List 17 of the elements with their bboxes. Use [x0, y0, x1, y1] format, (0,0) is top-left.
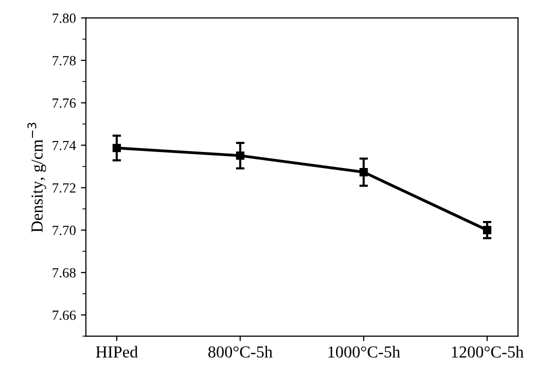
y-tick-label: 7.80: [52, 14, 76, 23]
x-tick-label: 1200°C-5h: [452, 346, 524, 358]
y-axis-title: Density, g/cm$^{−3}$: [27, 122, 46, 232]
y-tick-label: 7.66: [52, 310, 76, 320]
y-tick-label: 7.74: [52, 140, 76, 150]
y-tick-label: 7.78: [52, 56, 76, 66]
x-tick-label: 1000°C-5h: [328, 346, 400, 358]
y-tick-label: 7.72: [52, 183, 76, 193]
x-tick-label: HIPed: [96, 346, 138, 358]
point: [236, 151, 244, 160]
y-tick-label: 7.68: [52, 268, 76, 278]
x-tick-label: 800°C-5h: [208, 346, 272, 358]
y-tick-label: 7.70: [52, 226, 76, 236]
point: [112, 144, 121, 152]
y-tick-label: 7.76: [52, 98, 76, 108]
point: [360, 168, 368, 176]
point: [482, 226, 492, 234]
